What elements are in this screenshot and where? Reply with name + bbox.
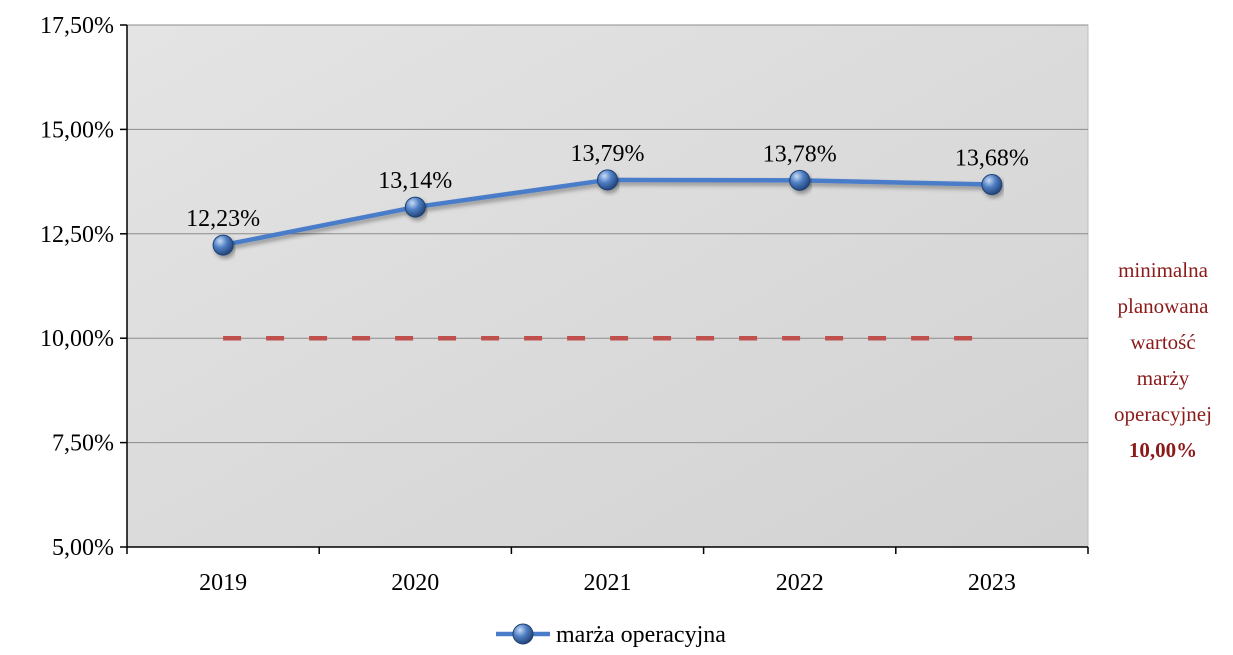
data-point — [212, 234, 234, 256]
x-tick-label: 2021 — [584, 570, 632, 596]
data-label: 12,23% — [186, 206, 260, 232]
y-tick-label: 15,00% — [40, 117, 114, 143]
y-tick-label: 12,50% — [40, 222, 114, 248]
data-label: 13,14% — [378, 168, 452, 194]
plot-area — [126, 24, 1089, 548]
x-tick-label: 2023 — [968, 570, 1016, 596]
y-tick-label: 10,00% — [40, 326, 114, 352]
data-label: 13,79% — [571, 141, 645, 167]
x-tick-label: 2019 — [199, 570, 247, 596]
min-margin-annotation: minimalna planowana wartość marży operac… — [1092, 252, 1233, 468]
data-point — [404, 196, 426, 218]
data-point — [981, 174, 1003, 196]
y-tick-label: 5,00% — [52, 535, 114, 561]
data-point — [789, 169, 811, 191]
x-tick-label: 2020 — [391, 570, 439, 596]
y-tick-label: 17,50% — [40, 13, 114, 39]
annotation-line-4: marży — [1136, 366, 1190, 390]
data-point — [597, 169, 618, 191]
x-tick-label: 2022 — [776, 570, 824, 596]
legend-label: marża operacyjna — [556, 622, 726, 648]
y-tick-label: 7,50% — [52, 431, 114, 457]
data-label: 13,78% — [763, 141, 837, 167]
annotation-line-1: minimalna — [1118, 258, 1208, 282]
legend-marker — [512, 623, 534, 645]
annotation-value: 10,00% — [1128, 438, 1198, 462]
annotation-line-2: planowana — [1117, 294, 1209, 318]
annotation-line-5: operacyjnej — [1114, 402, 1212, 426]
data-label: 13,68% — [955, 146, 1029, 172]
annotation-line-3: wartość — [1130, 330, 1196, 354]
